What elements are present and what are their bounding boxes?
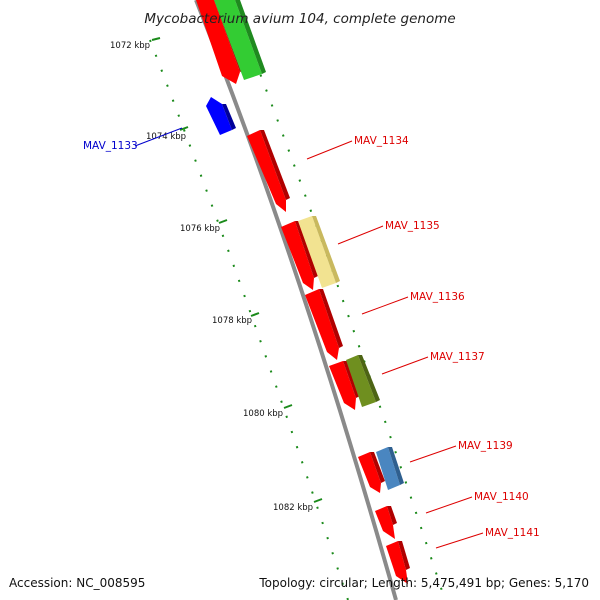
gene-feature-mav-1139-red[interactable] xyxy=(358,452,385,493)
gene-label-mav-1134[interactable]: MAV_1134 xyxy=(354,135,409,147)
genome-summary-text: Topology: circular; Length: 5,475,491 bp… xyxy=(258,576,589,590)
ruler-label: 1072 kbp xyxy=(110,41,150,51)
gene-feature-mav-1137[interactable] xyxy=(346,355,380,407)
gene-label-mav-1133[interactable]: MAV_1133 xyxy=(83,140,138,152)
gene-feature-mav-1135-red[interactable] xyxy=(281,221,318,290)
gene-feature-mav-1134[interactable] xyxy=(247,130,290,212)
gene-feature-mav-1141[interactable] xyxy=(386,541,410,584)
gene-label-mav-1137[interactable]: MAV_1137 xyxy=(430,351,485,363)
gene-feature-mav-1136[interactable] xyxy=(305,289,343,360)
gene-feature-mav-1140[interactable] xyxy=(375,506,397,539)
ruler-label: 1078 kbp xyxy=(212,316,252,326)
gene-labels: MAV_1133 MAV_1134 MAV_1135 MAV_1136 MAV_… xyxy=(83,127,540,549)
leader-line xyxy=(337,225,384,245)
leader-line xyxy=(409,445,457,463)
gene-label-mav-1135[interactable]: MAV_1135 xyxy=(385,220,440,232)
gene-feature-mav-1139[interactable] xyxy=(376,447,404,490)
map-title: Mycobacterium avium 104, complete genome xyxy=(144,11,455,27)
leader-line xyxy=(435,532,484,549)
leader-line xyxy=(381,356,429,375)
ruler-tick xyxy=(250,312,260,317)
ruler-label: 1074 kbp xyxy=(146,132,186,142)
leader-line xyxy=(425,496,473,514)
accession-text: Accession: NC_008595 xyxy=(9,576,145,590)
gene-label-mav-1139[interactable]: MAV_1139 xyxy=(458,440,513,452)
gene-label-mav-1141[interactable]: MAV_1141 xyxy=(485,527,540,539)
leader-line xyxy=(361,296,409,315)
gene-feature-mav-1133[interactable] xyxy=(206,97,236,135)
gene-label-mav-1136[interactable]: MAV_1136 xyxy=(410,291,465,303)
gene-label-mav-1140[interactable]: MAV_1140 xyxy=(474,491,529,503)
leader-line xyxy=(306,140,353,160)
ruler-tick xyxy=(218,219,228,224)
ruler: 1072 kbp 1074 kbp 1076 kbp 1078 kbp 1080… xyxy=(110,37,323,513)
ruler-label: 1082 kbp xyxy=(273,503,313,513)
gene-feature[interactable] xyxy=(214,0,266,80)
ruler-tick xyxy=(151,37,161,41)
ruler-tick xyxy=(179,126,189,131)
leader-line xyxy=(134,127,183,147)
gene-feature-mav-1137-red[interactable] xyxy=(329,361,360,410)
gene-feature-mav-1135[interactable] xyxy=(298,216,340,288)
ruler-label: 1080 kbp xyxy=(243,409,283,419)
ruler-tick xyxy=(283,404,293,409)
gene-features xyxy=(196,0,410,584)
ruler-label: 1076 kbp xyxy=(180,224,220,234)
ruler-tick xyxy=(313,498,323,503)
